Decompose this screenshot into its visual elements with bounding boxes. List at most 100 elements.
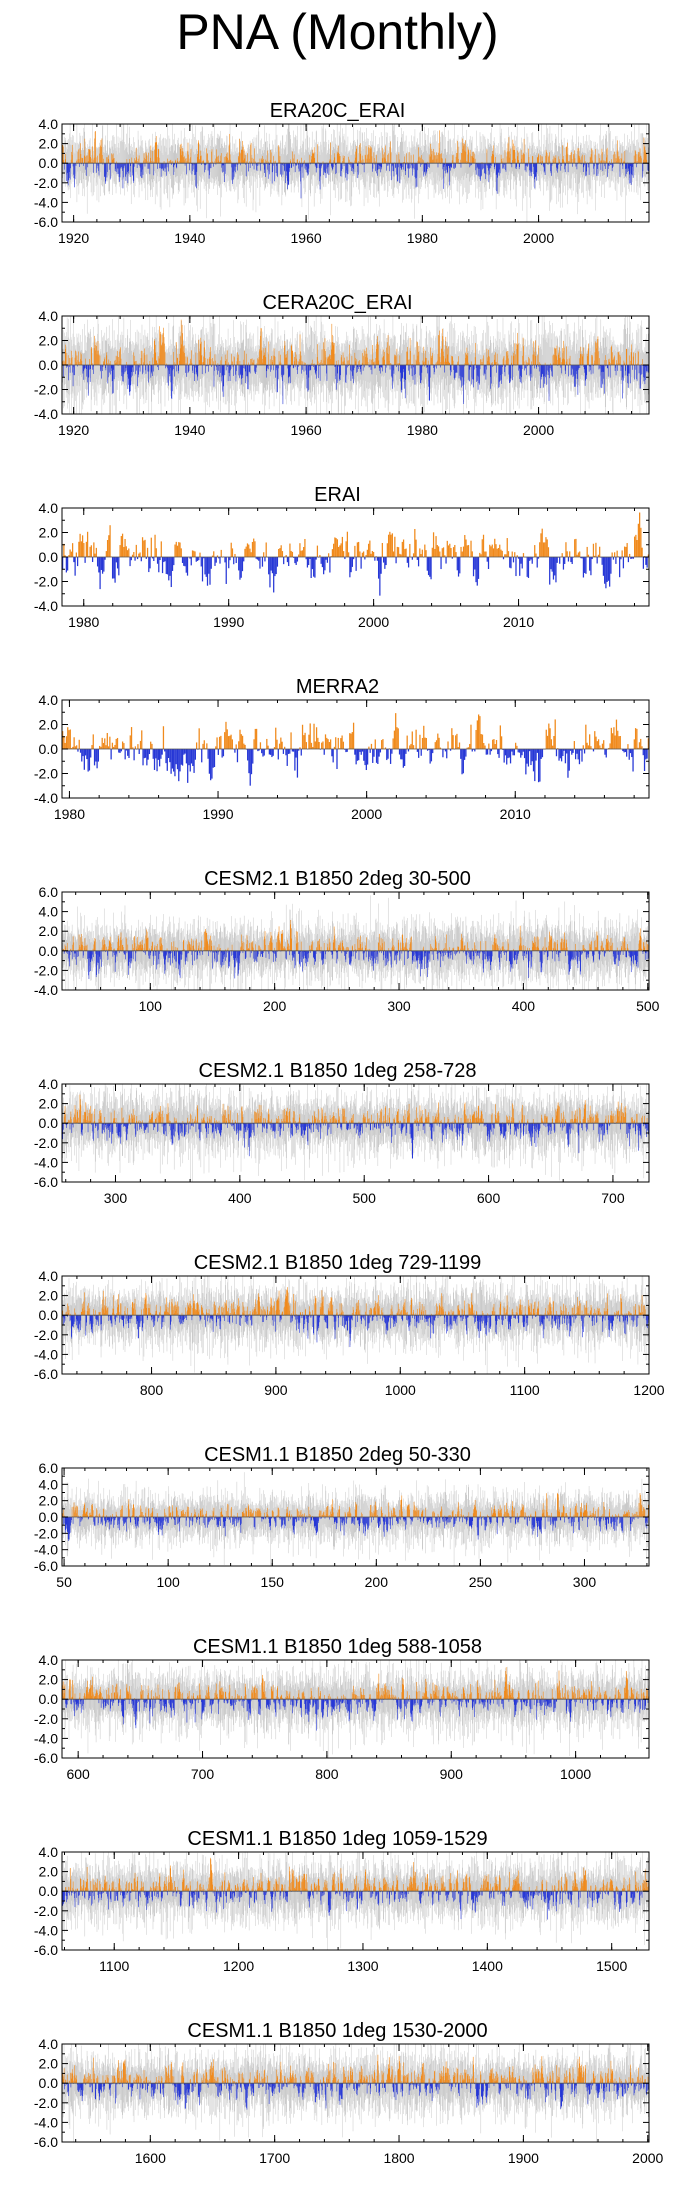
positive-bar <box>453 155 454 163</box>
negative-bar <box>265 163 266 177</box>
negative-bar <box>633 163 634 178</box>
positive-bar <box>557 360 558 365</box>
positive-bar <box>524 361 525 365</box>
positive-bar <box>72 145 73 163</box>
negative-bar <box>519 163 520 167</box>
positive-bar <box>159 158 160 163</box>
negative-bar <box>285 163 286 183</box>
positive-bar <box>96 157 97 163</box>
positive-bar <box>177 358 178 365</box>
negative-bar <box>158 365 159 370</box>
negative-bar <box>133 365 134 372</box>
positive-bar <box>265 357 266 365</box>
positive-bar <box>491 156 492 163</box>
positive-bar <box>62 361 63 365</box>
positive-bar <box>72 357 73 365</box>
positive-bar <box>97 156 98 164</box>
positive-bar <box>362 353 363 365</box>
negative-bar <box>291 163 292 167</box>
positive-bar <box>152 358 153 365</box>
positive-bar <box>251 143 252 163</box>
negative-bar <box>589 163 590 175</box>
negative-bar <box>603 163 604 171</box>
negative-bar <box>150 163 151 174</box>
positive-bar <box>212 149 213 163</box>
negative-bar <box>290 365 291 383</box>
positive-bar <box>458 159 459 163</box>
positive-bar <box>471 156 472 163</box>
negative-bar <box>176 365 177 371</box>
negative-bar <box>469 163 470 167</box>
positive-bar <box>631 344 632 365</box>
y-tick-label: 2.0 <box>39 136 59 152</box>
negative-bar <box>464 365 465 385</box>
negative-bar <box>138 365 139 375</box>
positive-bar <box>422 159 423 163</box>
ensemble-spread <box>62 124 649 222</box>
negative-bar <box>70 365 71 373</box>
positive-bar <box>487 149 488 163</box>
positive-bar <box>504 356 505 365</box>
positive-bar <box>378 360 379 365</box>
positive-bar <box>167 159 168 164</box>
negative-bar <box>628 365 629 373</box>
negative-bar <box>580 365 581 368</box>
positive-bar <box>409 152 410 163</box>
positive-bar <box>102 155 103 163</box>
positive-bar <box>93 160 94 164</box>
positive-bar <box>388 153 389 163</box>
negative-bar <box>126 365 127 368</box>
positive-bar <box>362 156 363 164</box>
negative-bar <box>75 163 76 179</box>
positive-bar <box>421 155 422 163</box>
negative-bar <box>408 365 409 371</box>
negative-bar <box>342 163 343 169</box>
positive-bar <box>89 359 90 365</box>
negative-bar <box>356 365 357 373</box>
negative-bar <box>471 365 472 384</box>
positive-bar <box>518 343 519 365</box>
positive-bar <box>428 361 429 365</box>
negative-bar <box>268 365 269 369</box>
negative-bar <box>226 365 227 370</box>
positive-bar <box>331 160 332 164</box>
positive-bar <box>539 362 540 365</box>
negative-bar <box>149 365 150 372</box>
positive-bar <box>144 158 145 163</box>
negative-bar <box>320 365 321 381</box>
positive-bar <box>522 155 523 163</box>
positive-bar <box>583 347 584 365</box>
negative-bar <box>223 365 224 386</box>
negative-bar <box>90 365 91 369</box>
y-tick-label: 4.0 <box>39 116 59 132</box>
negative-bar <box>552 365 553 377</box>
negative-bar <box>604 365 605 394</box>
negative-bar <box>110 163 111 179</box>
positive-bar <box>268 341 269 365</box>
positive-bar <box>287 351 288 365</box>
positive-bar <box>413 155 414 164</box>
negative-bar <box>526 365 527 375</box>
negative-bar <box>293 365 294 368</box>
positive-bar <box>567 143 568 164</box>
negative-bar <box>99 163 100 175</box>
positive-bar <box>358 361 359 365</box>
positive-bar <box>127 159 128 163</box>
positive-bar <box>292 351 293 365</box>
negative-bar <box>626 163 627 168</box>
positive-bar <box>150 361 151 365</box>
negative-bar <box>351 365 352 371</box>
negative-bar <box>213 163 214 167</box>
negative-bar <box>168 163 169 171</box>
negative-bar <box>354 163 355 174</box>
positive-bar <box>326 357 327 365</box>
positive-bar <box>425 351 426 365</box>
positive-bar <box>348 157 349 163</box>
positive-bar <box>207 359 208 365</box>
negative-bar <box>453 163 454 168</box>
positive-bar <box>221 153 222 163</box>
positive-bar <box>356 361 357 365</box>
negative-bar <box>268 163 269 179</box>
negative-bar <box>643 163 644 171</box>
negative-bar <box>327 365 328 381</box>
